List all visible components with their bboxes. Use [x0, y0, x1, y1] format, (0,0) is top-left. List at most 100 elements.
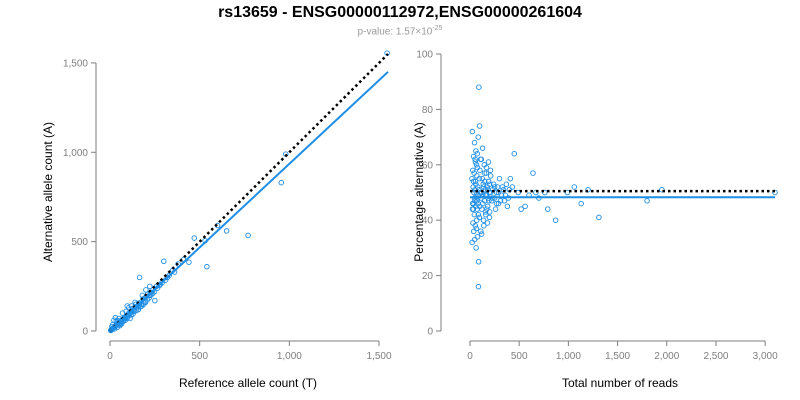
plot2-data-point [504, 203, 511, 210]
plot2-data-point [596, 214, 602, 221]
plot2-data-point [552, 217, 559, 223]
plot2-data-point [474, 234, 481, 240]
plot2-data-point [476, 186, 482, 193]
plot2-x-tick-label: 1,000 [556, 351, 581, 362]
plot2-data-point [481, 184, 487, 190]
plot2-data-point [483, 206, 490, 212]
plot1-x-tick-label: 0 [107, 351, 113, 362]
plot2-data-point [493, 189, 500, 196]
plot2-data-point [475, 134, 482, 140]
plot2-data-point [486, 214, 493, 221]
plot2-data-point [472, 159, 479, 165]
plot2-data-point [507, 175, 514, 182]
plot2-data-point [564, 189, 571, 196]
plot2-data-point [483, 164, 490, 171]
plot2-data-point [490, 181, 497, 187]
plot2-data-point [503, 181, 510, 187]
plot2-data-point [476, 84, 482, 90]
plot2-data-point [479, 145, 486, 151]
plot2-x-tick-label: 1,500 [605, 351, 630, 362]
plot2-data-point [469, 206, 476, 212]
plot2-data-point [476, 175, 483, 182]
chart-subtitle: p-value: 1.57×10-25 [0, 25, 800, 37]
plot2-data-point [469, 128, 476, 135]
plot1-x-axis-label: Reference allele count (T) [179, 376, 317, 390]
plot2-data-point [481, 222, 487, 229]
plot2-data-point [499, 184, 506, 190]
plot2-data-point [478, 231, 485, 237]
plot2-data-point [471, 170, 477, 176]
plot2-data-point [644, 198, 650, 204]
plot2-data-point [472, 178, 479, 185]
plot2-x-tick-label: 2,500 [703, 351, 728, 362]
plot2-data-point [492, 206, 499, 212]
plot2-data-point [473, 162, 480, 168]
p-value-exponent: -25 [432, 25, 443, 32]
plot1-data-point [139, 303, 145, 309]
plot2-y-tick-label: 80 [422, 105, 434, 116]
plot2-data-point [530, 170, 536, 176]
plot2-data-point [486, 209, 493, 215]
plot1-data-point [204, 263, 210, 270]
plot1-y-tick-label: 0 [82, 327, 88, 338]
plot2-data-point [480, 181, 487, 187]
plot2-data-point [476, 214, 483, 221]
plot2-y-tick-label: 20 [422, 271, 434, 282]
plot2-data-point [487, 167, 494, 174]
plot2-data-point [471, 211, 478, 218]
plot2-data-point [470, 153, 477, 160]
plot2-data-point [473, 148, 479, 154]
plot2-data-point [470, 184, 476, 190]
plot2-data-point [501, 198, 508, 204]
plot1-x-tick-label: 500 [191, 351, 208, 362]
plot2-data-point [485, 159, 492, 165]
plot2-data-point [471, 236, 478, 243]
plot1-data-point [143, 287, 149, 293]
plot2-x-tick-label: 500 [511, 351, 528, 362]
plot1-data-point [278, 179, 285, 186]
plot2-data-point [578, 200, 584, 207]
plot1-y-tick-label: 500 [71, 237, 88, 248]
plot2-data-point [474, 164, 481, 171]
plot2-data-point [571, 184, 578, 190]
plot2-data-point [544, 206, 551, 212]
plot2-data-point [480, 217, 487, 223]
plot2-data-point [477, 203, 483, 210]
plot2-data-point [472, 156, 478, 163]
plot2-data-point [470, 220, 476, 226]
plot1-data-point [152, 297, 158, 304]
plot2-data-point [475, 211, 482, 218]
plot2-data-point [485, 198, 492, 204]
plot2-data-point [482, 186, 489, 193]
plot2-data-point [484, 203, 491, 210]
plot1-y-tick-label: 1,500 [63, 58, 88, 69]
plot2-data-point [473, 245, 479, 251]
plot1-data-point [223, 228, 230, 234]
plot2-data-point [475, 283, 482, 290]
chart-title: rs13659 - ENSG00000112972,ENSG0000026160… [218, 4, 582, 21]
plot2-y-tick-label: 40 [422, 216, 434, 227]
plot2-data-point [470, 178, 477, 185]
plot2-data-point [522, 203, 528, 210]
plot2-data-point [493, 200, 500, 207]
plot1-y-axis-label: Alternative allele count (A) [41, 122, 55, 262]
plot2-data-point [497, 198, 504, 204]
plot2-x-tick-label: 0 [467, 351, 473, 362]
plot1-data-point [186, 259, 192, 265]
plot2-data-point [518, 206, 524, 212]
plot2-data-point [482, 209, 489, 215]
plot2-y-tick-label: 100 [416, 50, 433, 61]
plot2-data-point [471, 200, 477, 207]
plot1-y-tick-label: 1,000 [63, 148, 88, 159]
plot1-x-tick-label: 1,500 [367, 351, 392, 362]
plot2-data-point [486, 181, 493, 187]
plot2-data-point [482, 178, 488, 185]
plot2-x-axis-label: Total number of reads [562, 376, 678, 390]
plot2-data-point [481, 170, 488, 176]
plot2-data-point [475, 259, 482, 265]
plot2-data-point [533, 189, 539, 196]
plot2-data-point [496, 175, 503, 182]
plot1-data-point [136, 274, 143, 281]
plot1-data-point [140, 301, 147, 307]
